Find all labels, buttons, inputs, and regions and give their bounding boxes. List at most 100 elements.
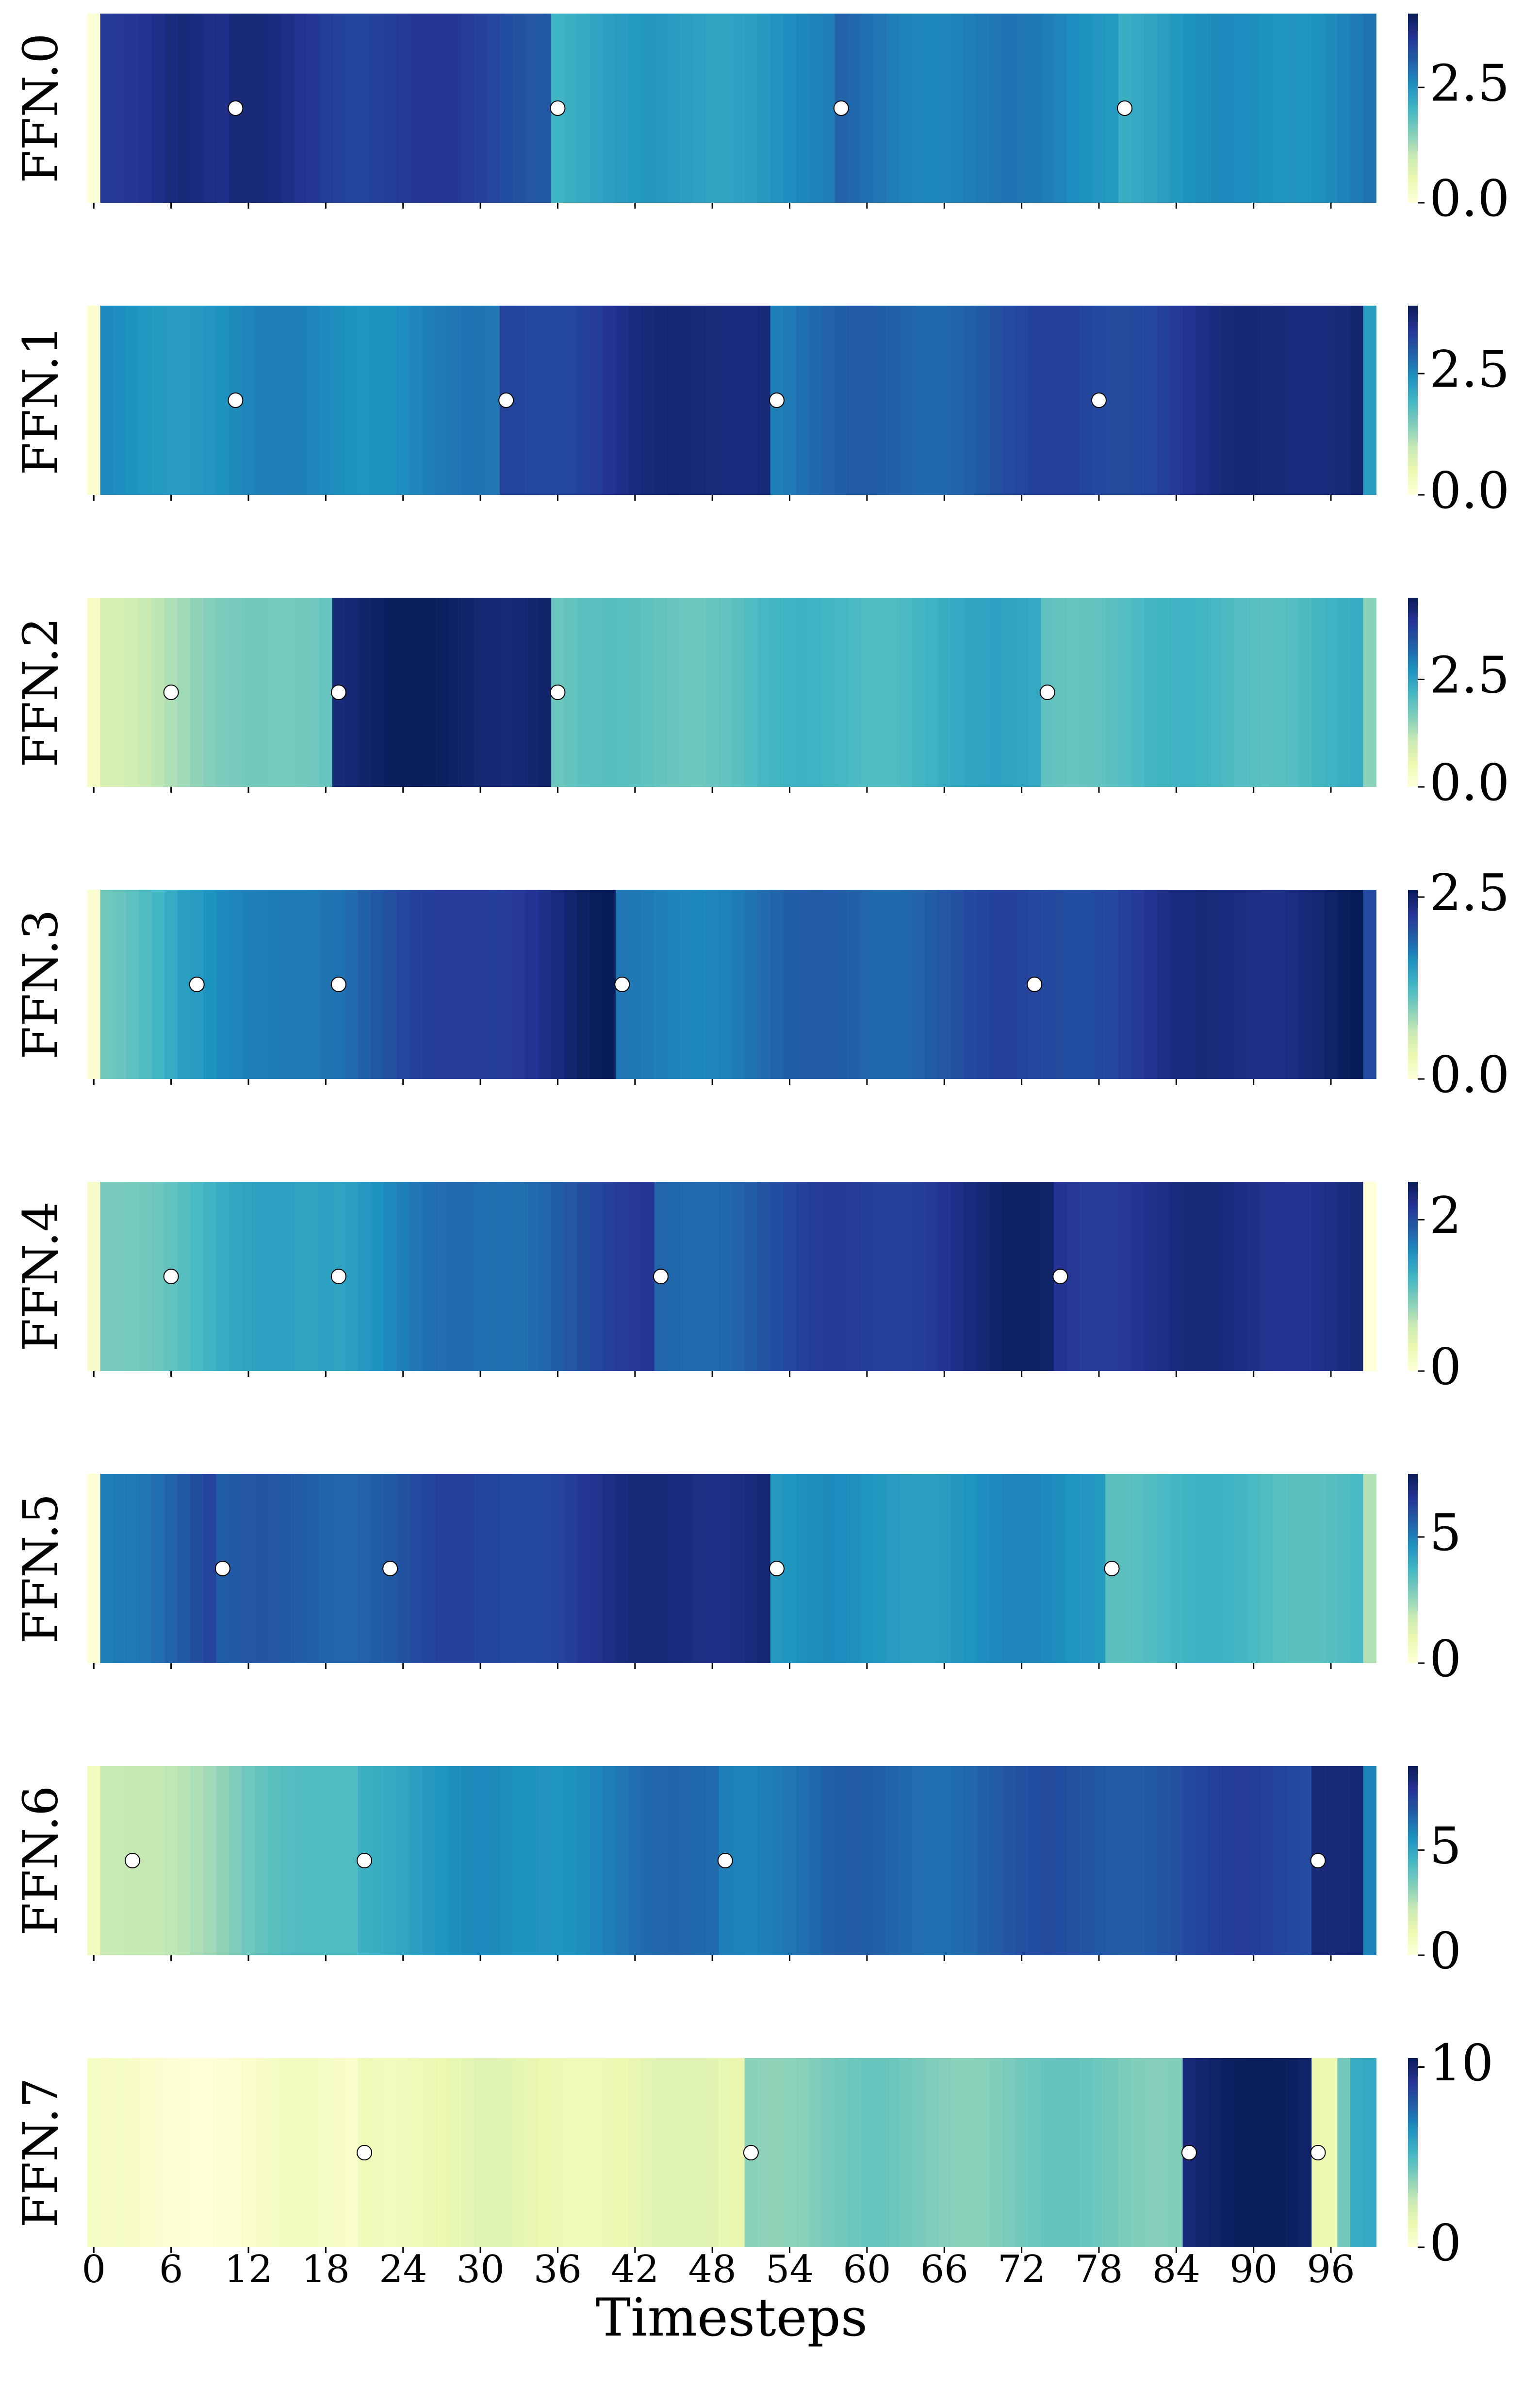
heatmap-cell (100, 598, 114, 787)
heatmap-cell (267, 1766, 281, 1955)
heatmap-cell (705, 2058, 720, 2247)
heatmap-cell (1002, 598, 1016, 787)
heatmap-cell (860, 598, 874, 787)
heatmap-cell (371, 1766, 384, 1955)
heatmap-cell (654, 1474, 668, 1663)
heatmap-cell (319, 2058, 333, 2247)
row-label: FFN.2 (14, 618, 69, 768)
heatmap-cell (1144, 890, 1158, 1079)
heatmap-cell (1221, 1182, 1235, 1371)
heatmap-cell (770, 1766, 784, 1955)
heatmap-cell (1337, 1182, 1351, 1371)
heatmap-cell (641, 14, 655, 203)
heatmap-cell (474, 14, 488, 203)
heatmap-cell (177, 1182, 191, 1371)
heatmap-cell (654, 890, 668, 1079)
heatmap-cell (1337, 306, 1351, 495)
heatmap-cell (1247, 306, 1261, 495)
heatmap-cell (976, 14, 990, 203)
heatmap-cell (976, 1474, 990, 1663)
heatmap-cell (1350, 1474, 1364, 1663)
heatmap-cell (1260, 14, 1274, 203)
heatmap-cell (603, 1474, 616, 1663)
heatmap-cell (719, 306, 732, 495)
heatmap-cell (1286, 2058, 1299, 2247)
heatmap-cell (1273, 598, 1286, 787)
heatmap-cell (1080, 598, 1093, 787)
heatmap-cell (937, 1182, 951, 1371)
heatmap-cell (177, 14, 191, 203)
heatmap-cell (899, 1766, 913, 1955)
heatmap-cell (267, 890, 281, 1079)
heatmap-cell (1105, 306, 1119, 495)
heatmap-cell (1002, 1766, 1016, 1955)
heatmap-cell (873, 598, 887, 787)
heatmap-cell (1221, 1474, 1235, 1663)
colorbar-tick-label: 2.5 (1429, 646, 1509, 705)
heatmap-cell (1041, 1182, 1054, 1371)
heatmap-cell (164, 1474, 178, 1663)
heatmap-cell (1118, 2058, 1132, 2247)
heatmap-cell (177, 2058, 191, 2247)
heatmap-cell (1182, 1766, 1196, 1955)
heatmap-cell (912, 1474, 926, 1663)
heatmap-cell (255, 306, 268, 495)
heatmap-cell (396, 1766, 410, 1955)
heatmap-cell (1273, 1182, 1286, 1371)
heatmap-cell (1170, 1182, 1183, 1371)
heatmap-cell (1260, 2058, 1274, 2247)
heatmap-cell (744, 890, 758, 1079)
heatmap-cell (705, 890, 720, 1079)
heatmap-cell (1234, 890, 1248, 1079)
heatmap-cell (448, 890, 462, 1079)
heatmap-cell (989, 1474, 1003, 1663)
heatmap-cell (732, 1474, 745, 1663)
heatmap-cell (577, 598, 590, 787)
heatmap-cell (410, 2058, 423, 2247)
heatmap-cell (461, 1766, 475, 1955)
heatmap-cell (1170, 890, 1183, 1079)
heatmap-cell (151, 1182, 165, 1371)
heatmap-cell (164, 14, 178, 203)
heatmap-cell (1157, 2058, 1170, 2247)
heatmap-cell (925, 1182, 938, 1371)
heatmap-cell (1221, 598, 1235, 787)
heatmap-cell (964, 306, 977, 495)
x-tick-label: 30 (456, 2248, 504, 2291)
heatmap-cell (551, 2058, 565, 2247)
x-tick-label: 72 (998, 2248, 1046, 2291)
heatmap-cell (1118, 890, 1132, 1079)
heatmap-cell (564, 890, 578, 1079)
heatmap-cell (345, 14, 359, 203)
heatmap-cell (1196, 306, 1209, 495)
heatmap-cell (1350, 1766, 1364, 1955)
heatmap-cell (590, 14, 604, 203)
heatmap-cell (512, 890, 526, 1079)
heatmap-cell (293, 1766, 307, 1955)
heatmap-cell (113, 890, 127, 1079)
heatmap-cell (577, 1766, 590, 1955)
heatmap-cell (422, 598, 436, 787)
heatmap-cell (989, 2058, 1003, 2247)
heatmap-cell (1298, 14, 1312, 203)
heatmap-cell (383, 598, 397, 787)
heatmap-cell (255, 1474, 268, 1663)
heatmap-cell (680, 14, 694, 203)
heatmap-cell (848, 14, 861, 203)
heatmap-cell (1144, 2058, 1158, 2247)
heatmap-cell (950, 2058, 964, 2247)
heatmap-cell (151, 306, 165, 495)
heatmap-cell (1363, 1766, 1376, 1955)
heatmap-cell (1002, 1474, 1016, 1663)
heatmap-cell (680, 598, 694, 787)
heatmap-cell (87, 1766, 101, 1955)
heatmap-cell (1157, 890, 1170, 1079)
heatmap-cell (667, 14, 681, 203)
heatmap-cell (577, 14, 590, 203)
heatmap-cell (229, 1474, 243, 1663)
colorbar (1408, 890, 1418, 1079)
heatmap-cell (641, 890, 655, 1079)
heatmap-cell (603, 306, 616, 495)
heatmap-cell (435, 306, 449, 495)
heatmap-cell (950, 14, 964, 203)
